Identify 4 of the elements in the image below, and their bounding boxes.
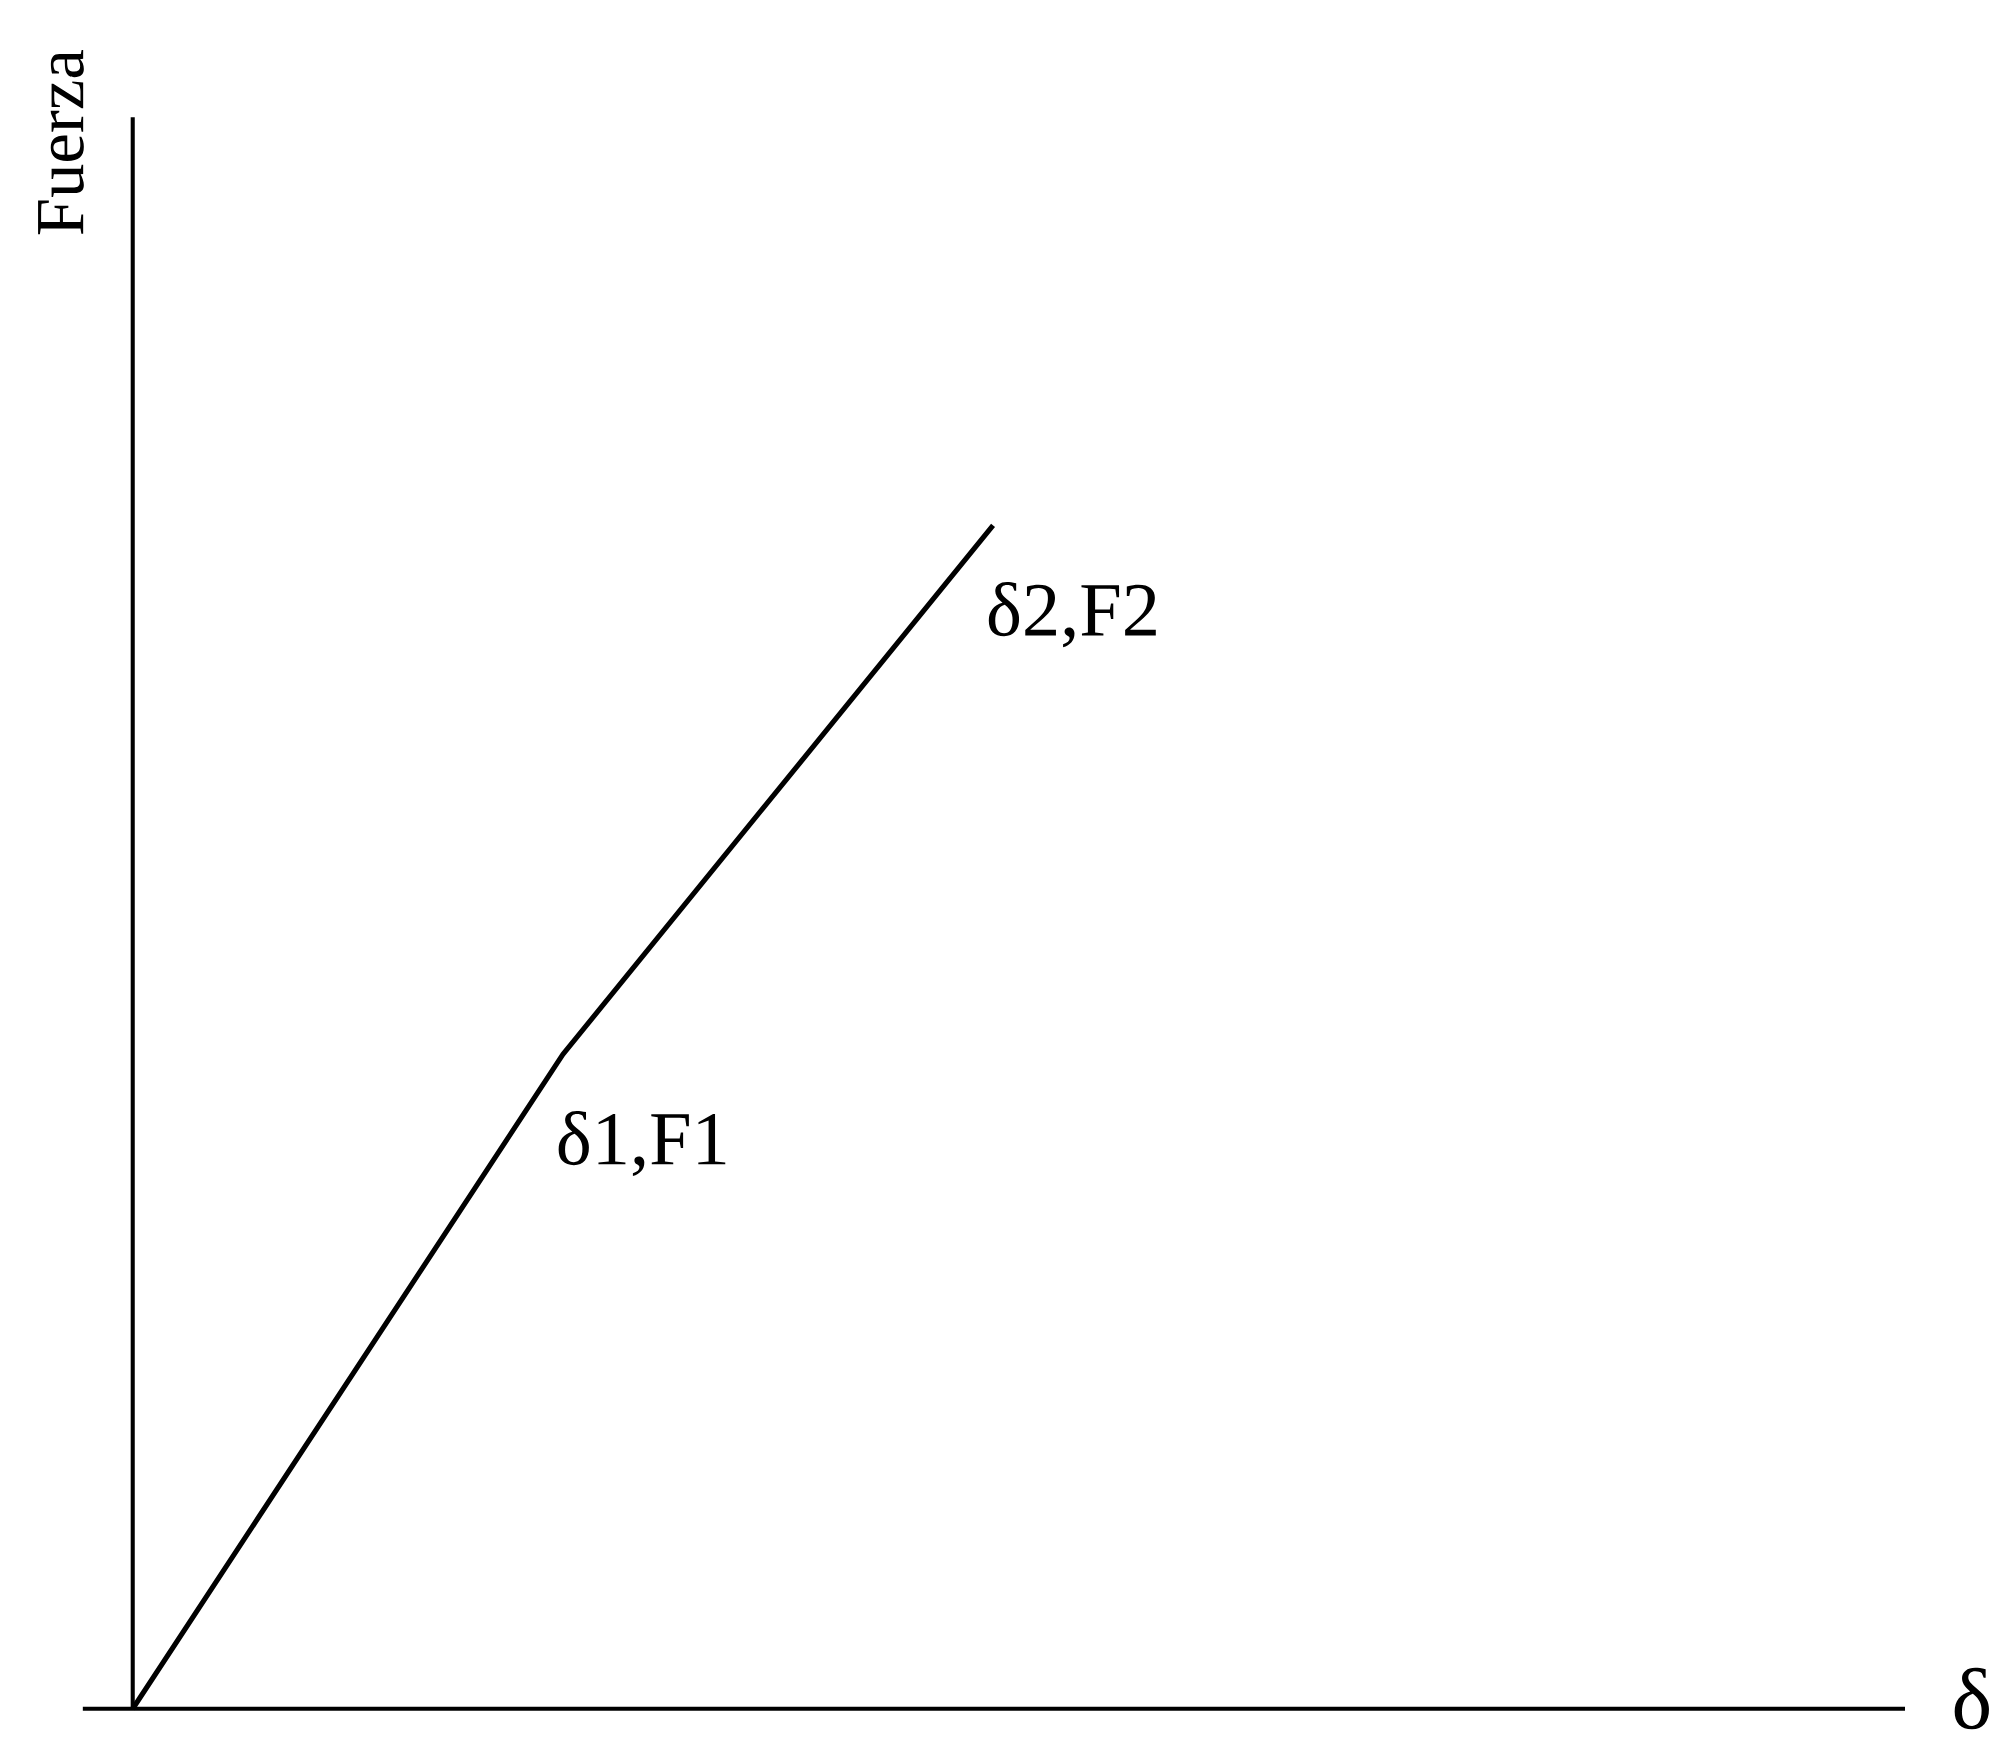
- annotation: δ2,F2: [988, 581, 1156, 647]
- y-axis-title: Fuerza: [38, 49, 84, 235]
- annotation: δ1,F1: [558, 1110, 726, 1176]
- text: δ: [1954, 1667, 1989, 1730]
